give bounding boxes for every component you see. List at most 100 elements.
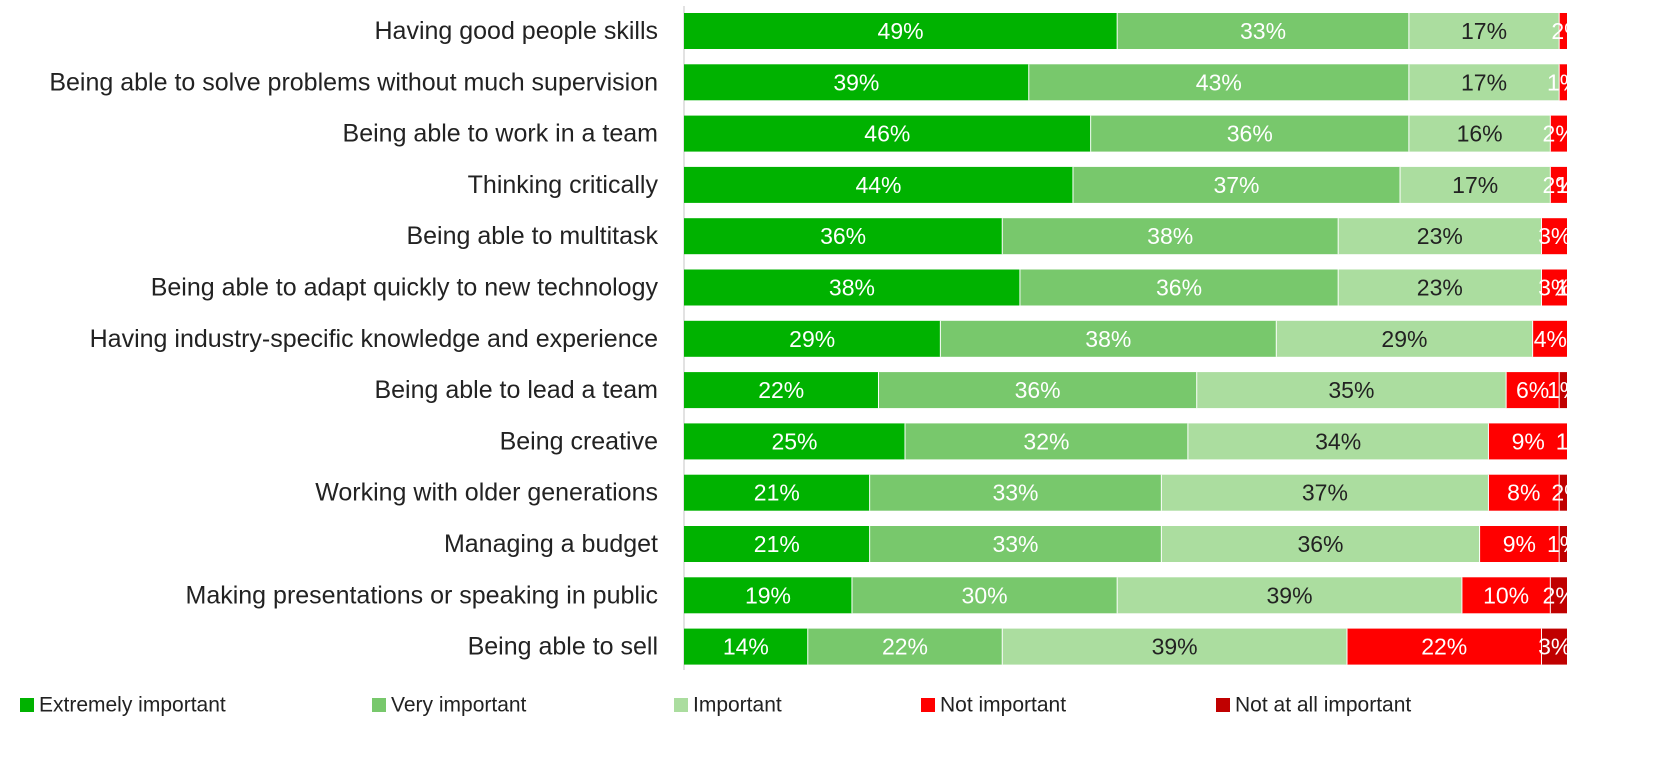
data-label: 3% (1538, 634, 1571, 660)
legend-label: Very important (391, 694, 527, 717)
data-label: 22% (758, 377, 804, 403)
data-label: 21% (754, 480, 800, 506)
category-label: Being able to solve problems without muc… (49, 68, 658, 96)
data-label: 36% (1156, 275, 1202, 301)
bar-segment-not-important (1541, 269, 1567, 306)
data-label: 36% (1227, 121, 1273, 147)
legend-label: Important (693, 694, 782, 717)
data-label: 39% (1267, 582, 1313, 608)
bar-segment-not-at-all-important (1541, 628, 1567, 665)
bar-segment-very-important (1090, 115, 1409, 152)
bar-segment-important (1161, 526, 1480, 562)
data-label: 6% (1516, 377, 1549, 403)
bar-segment-not-important (1532, 320, 1567, 357)
data-label: 35% (1328, 377, 1374, 403)
bar-segment-very-important (878, 372, 1197, 409)
bar-segment-important (1002, 628, 1347, 665)
bar-segment-extremely-important (684, 474, 870, 511)
bar-segment-important (1187, 423, 1489, 460)
bar-segment-important (1408, 64, 1560, 101)
bar-segment-important (1408, 115, 1551, 152)
data-label: 17% (1461, 69, 1507, 95)
bar-segment-important (1196, 372, 1507, 409)
bar-segment-important (1276, 320, 1533, 357)
data-label: 21% (754, 531, 800, 557)
category-label: Being able to multitask (406, 222, 658, 250)
data-label: 17% (1452, 172, 1498, 198)
bar-segment-not-important (1506, 372, 1560, 409)
data-label: 9% (1512, 428, 1545, 454)
data-label: 43% (1196, 69, 1242, 95)
data-label: 19% (745, 582, 791, 608)
data-label: 23% (1417, 223, 1463, 249)
bars-layer: 49% 33% 17% 2% 39% 43% 17% 1% 46% 36% 16% 2% 44% 37% 1… (684, 13, 1589, 665)
category-label: Having industry-specific knowledge and e… (90, 325, 658, 353)
data-label: 4% (1534, 326, 1567, 352)
bar-segment-not-important (1550, 115, 1567, 152)
data-label: 33% (992, 480, 1038, 506)
category-label: Being able to work in a team (343, 120, 658, 148)
bar-segment-very-important (1002, 218, 1339, 255)
data-label: 44% (855, 172, 901, 198)
data-label: 3% (1538, 275, 1571, 301)
legend-label: Not important (940, 694, 1066, 717)
data-label: 2% (1543, 172, 1576, 198)
category-label: Being able to sell (468, 633, 658, 661)
bar-segment-not-important (1550, 166, 1567, 203)
bar-segment-not-important (1347, 628, 1542, 665)
data-label: 2% (1551, 18, 1584, 44)
bar-segment-extremely-important (684, 526, 870, 562)
legend-swatch (20, 698, 34, 712)
bar-segment-extremely-important (684, 13, 1118, 49)
data-label: 1% (1547, 69, 1580, 95)
bar-segment-important (1117, 577, 1462, 614)
data-label: 2% (1543, 121, 1576, 147)
category-labels: Having good people skills Being able to s… (49, 17, 658, 661)
data-label: 33% (992, 531, 1038, 557)
data-label: 1% (1556, 275, 1589, 301)
bar-segment-important (1400, 166, 1551, 203)
data-label: 34% (1315, 428, 1361, 454)
bar-segment-extremely-important (684, 423, 905, 460)
data-label: 2% (1543, 582, 1576, 608)
bar-segment-important (1408, 13, 1560, 49)
bar-segment-not-important (1461, 577, 1551, 614)
data-label: 29% (789, 326, 835, 352)
bar-segment-very-important (807, 628, 1003, 665)
data-label: 29% (1381, 326, 1427, 352)
data-label: 23% (1417, 275, 1463, 301)
legend: Extremely important Very important Importa… (20, 694, 1411, 717)
bar-segment-not-important (1488, 423, 1567, 460)
category-label: Managing a budget (444, 530, 658, 558)
data-label: 36% (1015, 377, 1061, 403)
data-label: 16% (1457, 121, 1503, 147)
data-label: 32% (1023, 428, 1069, 454)
bar-segment-very-important (905, 423, 1188, 460)
data-label: 1% (1547, 377, 1580, 403)
data-label: 3% (1538, 223, 1571, 249)
legend-swatch (674, 698, 688, 712)
bar-segment-not-at-all-important (1559, 372, 1567, 409)
data-label: 25% (771, 428, 817, 454)
data-label: 1% (1556, 428, 1589, 454)
bar-segment-not-at-all-important (1568, 270, 1577, 306)
bar-segment-extremely-important (684, 372, 879, 409)
data-label: 22% (1421, 634, 1467, 660)
data-label: 38% (829, 275, 875, 301)
data-label: 1% (1556, 172, 1589, 198)
bar-segment-extremely-important (684, 218, 1003, 255)
category-label: Making presentations or speaking in publ… (186, 581, 659, 609)
bar-segment-not-important (1559, 13, 1567, 49)
data-label: 22% (882, 634, 928, 660)
bar-segment-very-important (1028, 64, 1409, 101)
data-label: 39% (1152, 634, 1198, 660)
data-label: 8% (1507, 480, 1540, 506)
bar-segment-very-important (1019, 269, 1339, 306)
bar-segment-extremely-important (684, 577, 852, 614)
data-label: 2% (1551, 480, 1584, 506)
category-label: Being creative (500, 427, 658, 455)
data-label: 1% (1547, 531, 1580, 557)
legend-label: Extremely important (39, 694, 226, 717)
bar-segment-important (1161, 474, 1489, 511)
bar-segment-extremely-important (684, 115, 1091, 152)
